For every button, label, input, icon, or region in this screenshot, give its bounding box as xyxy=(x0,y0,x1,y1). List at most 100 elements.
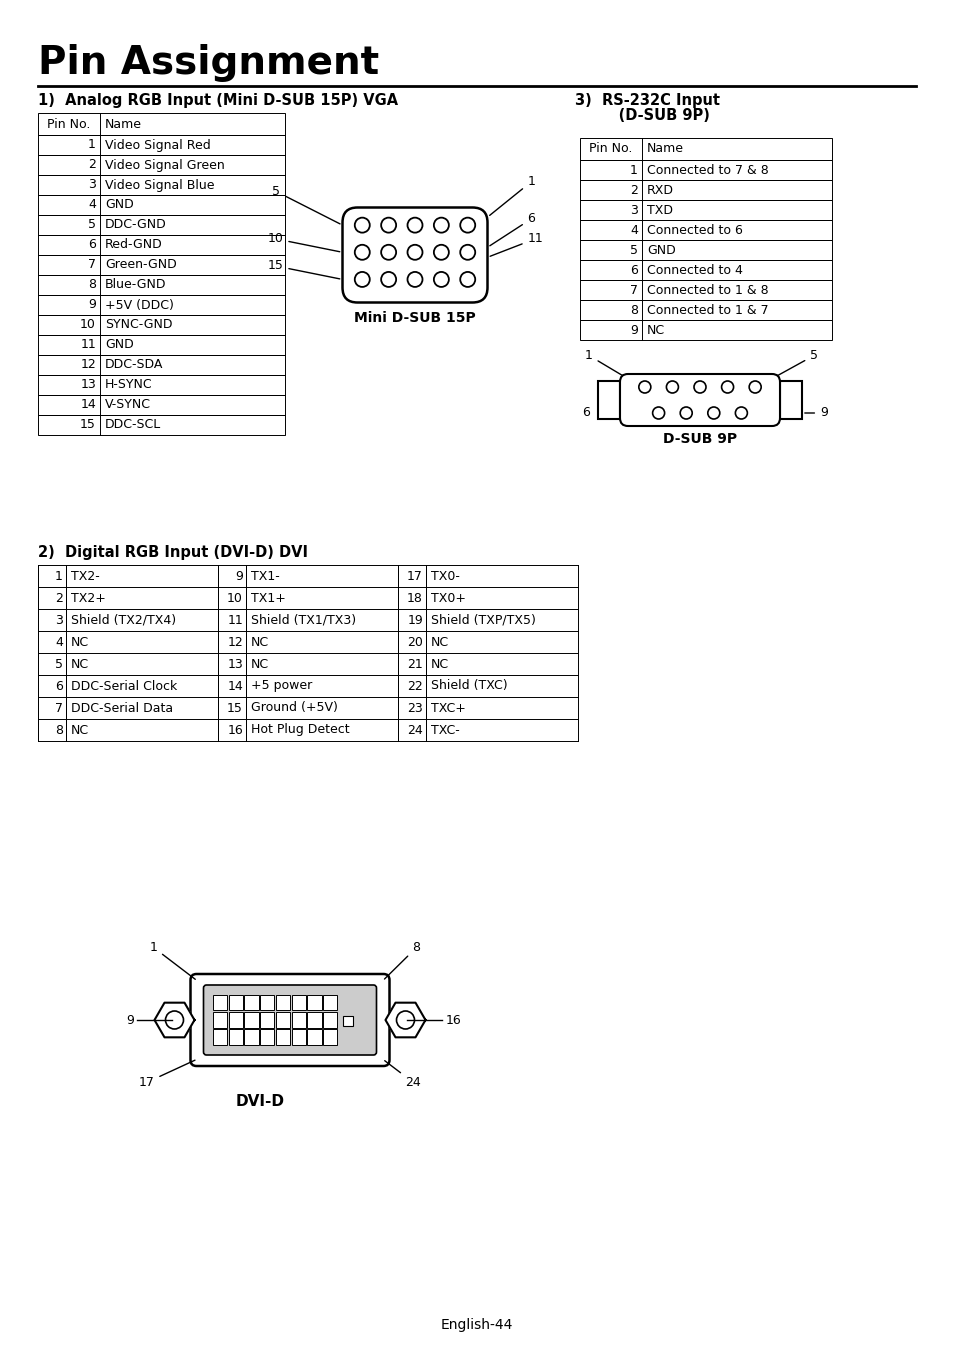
Text: 4: 4 xyxy=(88,198,96,212)
FancyBboxPatch shape xyxy=(342,208,487,302)
Text: Name: Name xyxy=(646,143,683,155)
Bar xyxy=(343,1017,354,1026)
Text: GND: GND xyxy=(105,339,133,351)
Text: 17: 17 xyxy=(407,570,422,582)
Text: 12: 12 xyxy=(80,359,96,371)
Bar xyxy=(38,396,285,414)
Text: 2: 2 xyxy=(55,591,63,605)
Text: DVI-D: DVI-D xyxy=(235,1094,284,1108)
Text: 6: 6 xyxy=(630,263,638,277)
Bar xyxy=(292,995,306,1010)
Bar xyxy=(38,275,285,296)
Text: 5: 5 xyxy=(629,243,638,256)
Text: Green-GND: Green-GND xyxy=(105,258,176,271)
Bar xyxy=(275,995,290,1010)
Text: TX2-: TX2- xyxy=(71,570,100,582)
Text: Connected to 1 & 8: Connected to 1 & 8 xyxy=(646,284,768,297)
Text: 1)  Analog RGB Input (Mini D-SUB 15P) VGA: 1) Analog RGB Input (Mini D-SUB 15P) VGA xyxy=(38,93,397,108)
Text: 15: 15 xyxy=(227,702,243,714)
Bar xyxy=(275,1029,290,1045)
Bar xyxy=(38,135,285,155)
Bar xyxy=(244,995,258,1010)
Bar xyxy=(38,155,285,176)
Text: NC: NC xyxy=(71,657,89,671)
Text: 8: 8 xyxy=(384,941,420,979)
Text: RXD: RXD xyxy=(646,184,673,197)
Text: 22: 22 xyxy=(407,679,422,693)
Text: Connected to 7 & 8: Connected to 7 & 8 xyxy=(646,163,768,177)
Bar xyxy=(292,1029,306,1045)
Text: Shield (TX1/TX3): Shield (TX1/TX3) xyxy=(251,613,355,626)
Bar xyxy=(292,1012,306,1027)
Bar xyxy=(260,1012,274,1027)
Bar xyxy=(229,995,243,1010)
Bar xyxy=(260,1029,274,1045)
Polygon shape xyxy=(154,1003,194,1037)
Text: 9: 9 xyxy=(630,324,638,336)
Text: NC: NC xyxy=(251,636,269,648)
Text: H-SYNC: H-SYNC xyxy=(105,378,152,392)
Bar xyxy=(38,176,285,194)
Text: 10: 10 xyxy=(227,591,243,605)
Bar xyxy=(780,381,801,418)
Bar xyxy=(579,180,831,200)
Bar xyxy=(38,315,285,335)
Bar xyxy=(579,300,831,320)
Text: Hot Plug Detect: Hot Plug Detect xyxy=(251,724,349,737)
Bar xyxy=(579,161,831,180)
Bar xyxy=(579,279,831,300)
Text: Blue-GND: Blue-GND xyxy=(105,278,167,292)
Bar xyxy=(213,995,227,1010)
Text: NC: NC xyxy=(646,324,664,336)
FancyBboxPatch shape xyxy=(203,986,376,1054)
Text: 2: 2 xyxy=(88,158,96,171)
Text: 5: 5 xyxy=(55,657,63,671)
Bar xyxy=(275,1012,290,1027)
Bar xyxy=(307,1012,321,1027)
Text: Connected to 1 & 7: Connected to 1 & 7 xyxy=(646,304,768,316)
Text: Pin No.: Pin No. xyxy=(48,117,91,131)
Text: 1: 1 xyxy=(55,570,63,582)
Bar xyxy=(323,1012,337,1027)
Text: 10: 10 xyxy=(267,232,339,251)
Text: TXC-: TXC- xyxy=(431,724,459,737)
Text: 5: 5 xyxy=(88,219,96,231)
Bar xyxy=(38,194,285,215)
Text: DDC-Serial Data: DDC-Serial Data xyxy=(71,702,172,714)
Text: 9: 9 xyxy=(234,570,243,582)
Bar xyxy=(38,113,285,135)
Bar xyxy=(579,220,831,240)
Text: Video Signal Blue: Video Signal Blue xyxy=(105,178,214,192)
Text: TX0-: TX0- xyxy=(431,570,459,582)
Text: TX2+: TX2+ xyxy=(71,591,106,605)
Text: English-44: English-44 xyxy=(440,1318,513,1332)
Bar xyxy=(244,1012,258,1027)
Text: 5: 5 xyxy=(777,350,817,375)
Text: 21: 21 xyxy=(407,657,422,671)
Text: +5V (DDC): +5V (DDC) xyxy=(105,298,173,312)
FancyBboxPatch shape xyxy=(191,973,389,1066)
FancyBboxPatch shape xyxy=(619,374,780,427)
Text: 1: 1 xyxy=(489,176,535,216)
Bar xyxy=(38,355,285,375)
Text: 6: 6 xyxy=(489,212,535,246)
Text: Shield (TX2/TX4): Shield (TX2/TX4) xyxy=(71,613,176,626)
Text: 5: 5 xyxy=(273,185,339,224)
Text: 9: 9 xyxy=(804,406,827,420)
Bar xyxy=(38,235,285,255)
Text: DDC-Serial Clock: DDC-Serial Clock xyxy=(71,679,177,693)
Text: NC: NC xyxy=(431,636,449,648)
Bar xyxy=(579,261,831,279)
Text: Shield (TXP/TX5): Shield (TXP/TX5) xyxy=(431,613,536,626)
Bar xyxy=(307,1029,321,1045)
Text: 3: 3 xyxy=(88,178,96,192)
Text: 13: 13 xyxy=(80,378,96,392)
Text: NC: NC xyxy=(71,636,89,648)
Text: Connected to 4: Connected to 4 xyxy=(646,263,742,277)
Text: 1: 1 xyxy=(584,350,622,375)
Text: 13: 13 xyxy=(227,657,243,671)
Text: TXD: TXD xyxy=(646,204,672,216)
Text: 12: 12 xyxy=(227,636,243,648)
Bar xyxy=(38,255,285,275)
Text: SYNC-GND: SYNC-GND xyxy=(105,319,172,332)
